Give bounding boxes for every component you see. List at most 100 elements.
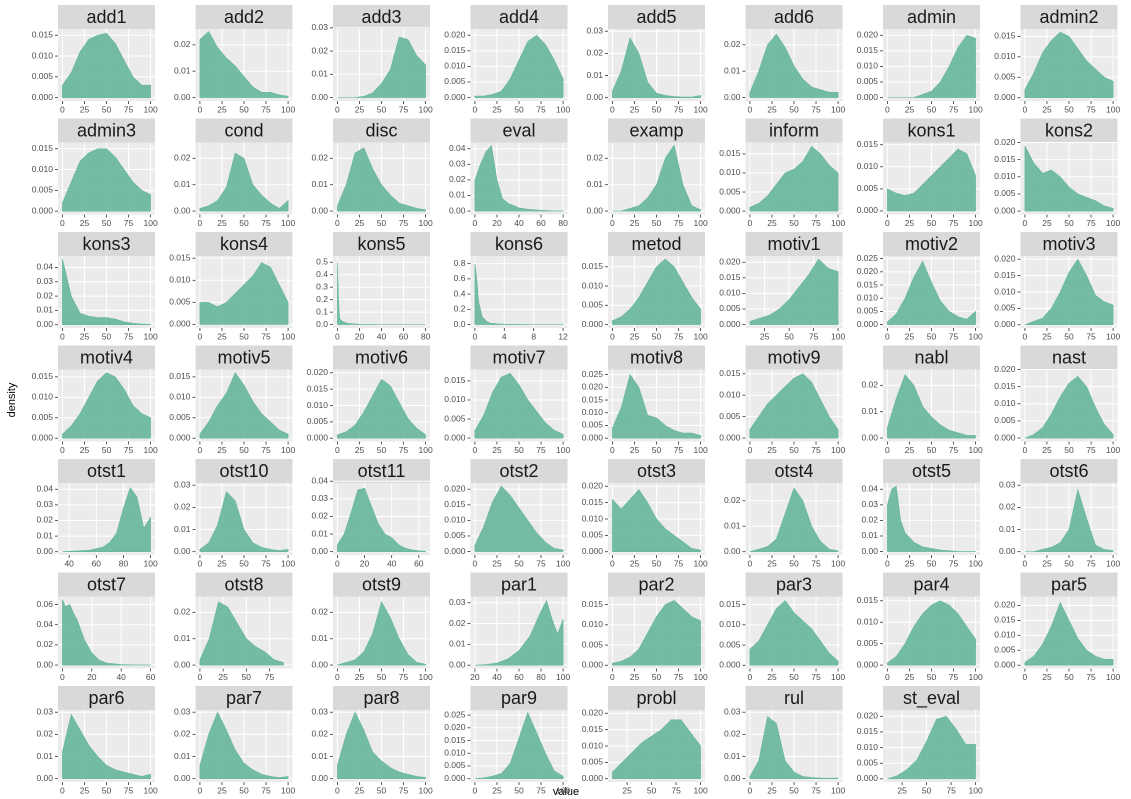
density-area bbox=[474, 599, 564, 666]
density-area bbox=[62, 599, 151, 666]
y-tick-label: 0.00 bbox=[174, 546, 191, 556]
strip bbox=[608, 118, 705, 143]
strip-title: motiv2 bbox=[905, 234, 958, 254]
x-tick-label: 75 bbox=[674, 104, 684, 114]
x-tick-label: 0 bbox=[335, 785, 340, 795]
x-tick-label: 100 bbox=[968, 104, 982, 114]
x-tick-label: 50 bbox=[652, 445, 662, 455]
strip-title: rul bbox=[784, 688, 804, 708]
strip bbox=[58, 118, 155, 143]
y-tick-label: 0.000 bbox=[994, 432, 1016, 442]
x-tick-label: 25 bbox=[767, 104, 777, 114]
x-tick-label: 0 bbox=[198, 104, 203, 114]
strip bbox=[58, 5, 155, 29]
strip bbox=[1020, 459, 1118, 483]
x-tick-label: 75 bbox=[949, 445, 959, 455]
x-tick-label: 75 bbox=[674, 331, 684, 341]
x-tick-label: 0 bbox=[335, 104, 340, 114]
y-tick-label: 0.01 bbox=[36, 305, 53, 315]
y-tick-label: 0.02 bbox=[174, 607, 191, 617]
density-area bbox=[612, 373, 701, 439]
density-area bbox=[62, 487, 151, 553]
x-tick-label: 50 bbox=[514, 558, 524, 568]
x-tick-label: 0 bbox=[60, 104, 65, 114]
y-tick-label: 0.005 bbox=[719, 303, 741, 313]
x-tick-label: 0 bbox=[748, 104, 753, 114]
strip bbox=[58, 232, 155, 256]
x-tick-label: 25 bbox=[80, 104, 90, 114]
density-area bbox=[612, 489, 701, 553]
y-tick-label: 0.010 bbox=[307, 400, 329, 410]
y-tick-label: 0.005 bbox=[444, 530, 466, 540]
y-tick-label: 0.005 bbox=[857, 306, 879, 316]
x-tick-label: 0 bbox=[885, 218, 890, 228]
x-tick-label: 75 bbox=[124, 785, 134, 795]
x-tick-label: 25 bbox=[492, 104, 502, 114]
density-area bbox=[62, 372, 151, 439]
x-tick-label: 25 bbox=[1042, 104, 1052, 114]
x-tick-label: 25 bbox=[492, 445, 502, 455]
y-tick-label: 0.0 bbox=[454, 319, 466, 329]
y-tick-label: 0.005 bbox=[307, 416, 329, 426]
strip-title: admin3 bbox=[77, 120, 136, 140]
density-area bbox=[887, 148, 976, 212]
y-tick-label: 0.03 bbox=[449, 159, 466, 169]
x-tick-label: 50 bbox=[927, 104, 937, 114]
x-tick-label: 25 bbox=[217, 218, 227, 228]
strip-title: kons5 bbox=[357, 234, 405, 254]
x-tick-label: 0 bbox=[1023, 445, 1028, 455]
y-tick-label: 0.005 bbox=[719, 411, 741, 421]
x-tick-label: 75 bbox=[811, 104, 821, 114]
y-tick-label: 0.02 bbox=[174, 39, 191, 49]
x-tick-label: 75 bbox=[1086, 558, 1096, 568]
y-tick-label: 0.000 bbox=[994, 205, 1016, 215]
x-tick-label: 50 bbox=[514, 104, 524, 114]
x-tick-label: 50 bbox=[239, 218, 249, 228]
strip-title: admin2 bbox=[1039, 7, 1098, 27]
strip-title: par6 bbox=[88, 688, 124, 708]
x-tick-label: 25 bbox=[630, 672, 640, 682]
y-tick-label: 0.010 bbox=[994, 171, 1016, 181]
x-tick-label: 0 bbox=[335, 331, 340, 341]
x-tick-label: 25 bbox=[767, 672, 777, 682]
x-tick-label: 100 bbox=[281, 558, 295, 568]
strip bbox=[470, 345, 568, 370]
y-tick-label: 0.005 bbox=[857, 183, 879, 193]
x-tick-label: 0 bbox=[885, 672, 890, 682]
x-tick-label: 0 bbox=[60, 218, 65, 228]
density-area bbox=[62, 258, 151, 326]
strip-title: kons4 bbox=[220, 234, 268, 254]
density-area bbox=[612, 719, 701, 780]
density-area bbox=[474, 34, 564, 98]
x-tick-label: 40 bbox=[492, 672, 502, 682]
x-tick-label: 75 bbox=[265, 672, 275, 682]
x-tick-label: 0 bbox=[610, 445, 615, 455]
y-tick-label: 0.00 bbox=[999, 546, 1016, 556]
x-tick-label: 75 bbox=[399, 672, 409, 682]
x-tick-label: 100 bbox=[281, 445, 295, 455]
x-tick-label: 25 bbox=[622, 785, 632, 795]
y-tick-label: 0.005 bbox=[857, 638, 879, 648]
strip bbox=[745, 118, 843, 143]
x-tick-label: 100 bbox=[556, 445, 570, 455]
strip bbox=[1020, 572, 1118, 597]
x-tick-label: 50 bbox=[789, 445, 799, 455]
x-tick-label: 25 bbox=[630, 218, 640, 228]
y-tick-label: 0.010 bbox=[169, 275, 191, 285]
y-tick-label: 0.000 bbox=[994, 319, 1016, 329]
density-area bbox=[199, 601, 284, 666]
x-tick-label: 40 bbox=[64, 558, 74, 568]
x-tick-label: 100 bbox=[693, 785, 707, 795]
y-tick-label: 0.010 bbox=[582, 280, 604, 290]
strip-title: motiv7 bbox=[492, 347, 545, 367]
y-tick-label: 0.025 bbox=[857, 253, 879, 263]
x-tick-label: 20 bbox=[355, 331, 365, 341]
y-tick-label: 0.00 bbox=[449, 659, 466, 669]
y-tick-label: 0.005 bbox=[32, 185, 54, 195]
y-tick-label: 0.2 bbox=[454, 304, 466, 314]
x-tick-label: 50 bbox=[102, 104, 112, 114]
x-tick-label: 50 bbox=[784, 331, 794, 341]
y-tick-label: 0.005 bbox=[994, 72, 1016, 82]
x-tick-label: 25 bbox=[905, 558, 915, 568]
y-tick-label: 0.000 bbox=[582, 773, 604, 783]
